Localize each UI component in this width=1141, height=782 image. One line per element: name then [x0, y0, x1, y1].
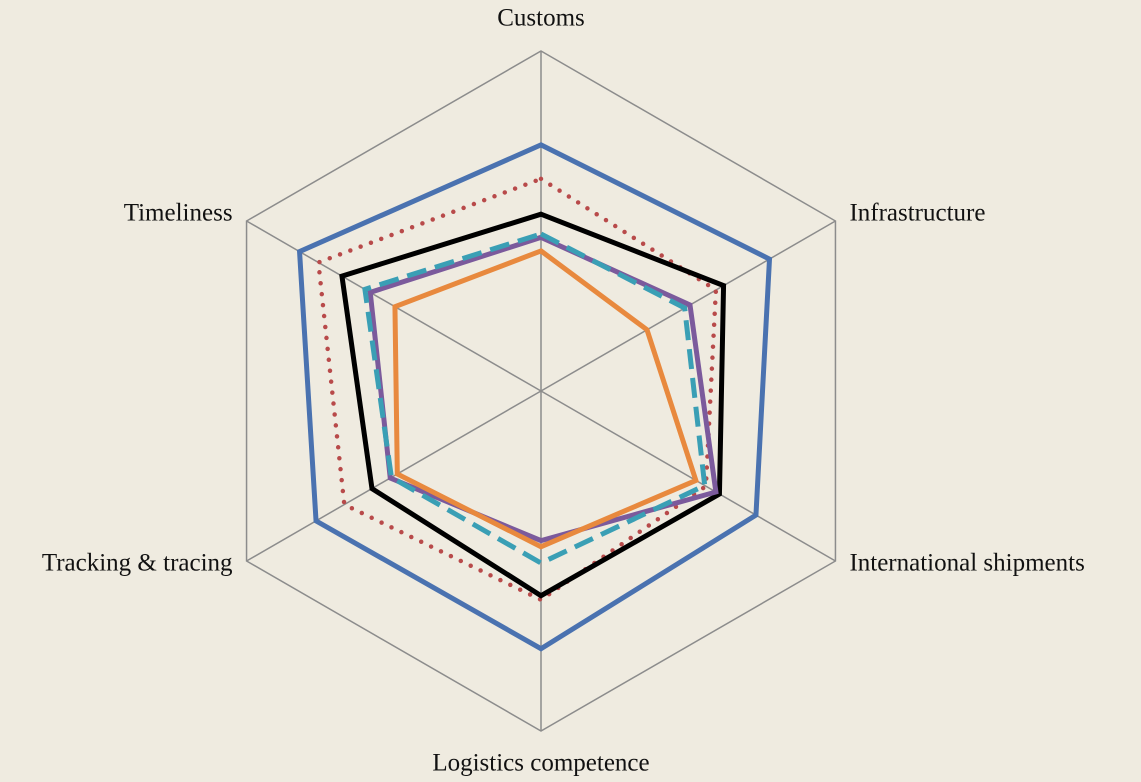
series-line [296, 142, 773, 652]
series-line [315, 176, 719, 603]
axis-label: Tracking & tracing [42, 550, 233, 577]
axis-label: Logistics competence [432, 750, 649, 777]
axis-label: Customs [497, 5, 585, 32]
series-line [362, 231, 708, 566]
spoke [246, 390, 542, 562]
series-line [367, 234, 719, 544]
axis-label: International shipments [849, 550, 1084, 577]
series-line [339, 211, 727, 599]
series-line [392, 248, 699, 550]
axis-label: Infrastructure [849, 200, 985, 227]
axis-label: Timeliness [124, 200, 233, 227]
spoke [540, 390, 836, 562]
